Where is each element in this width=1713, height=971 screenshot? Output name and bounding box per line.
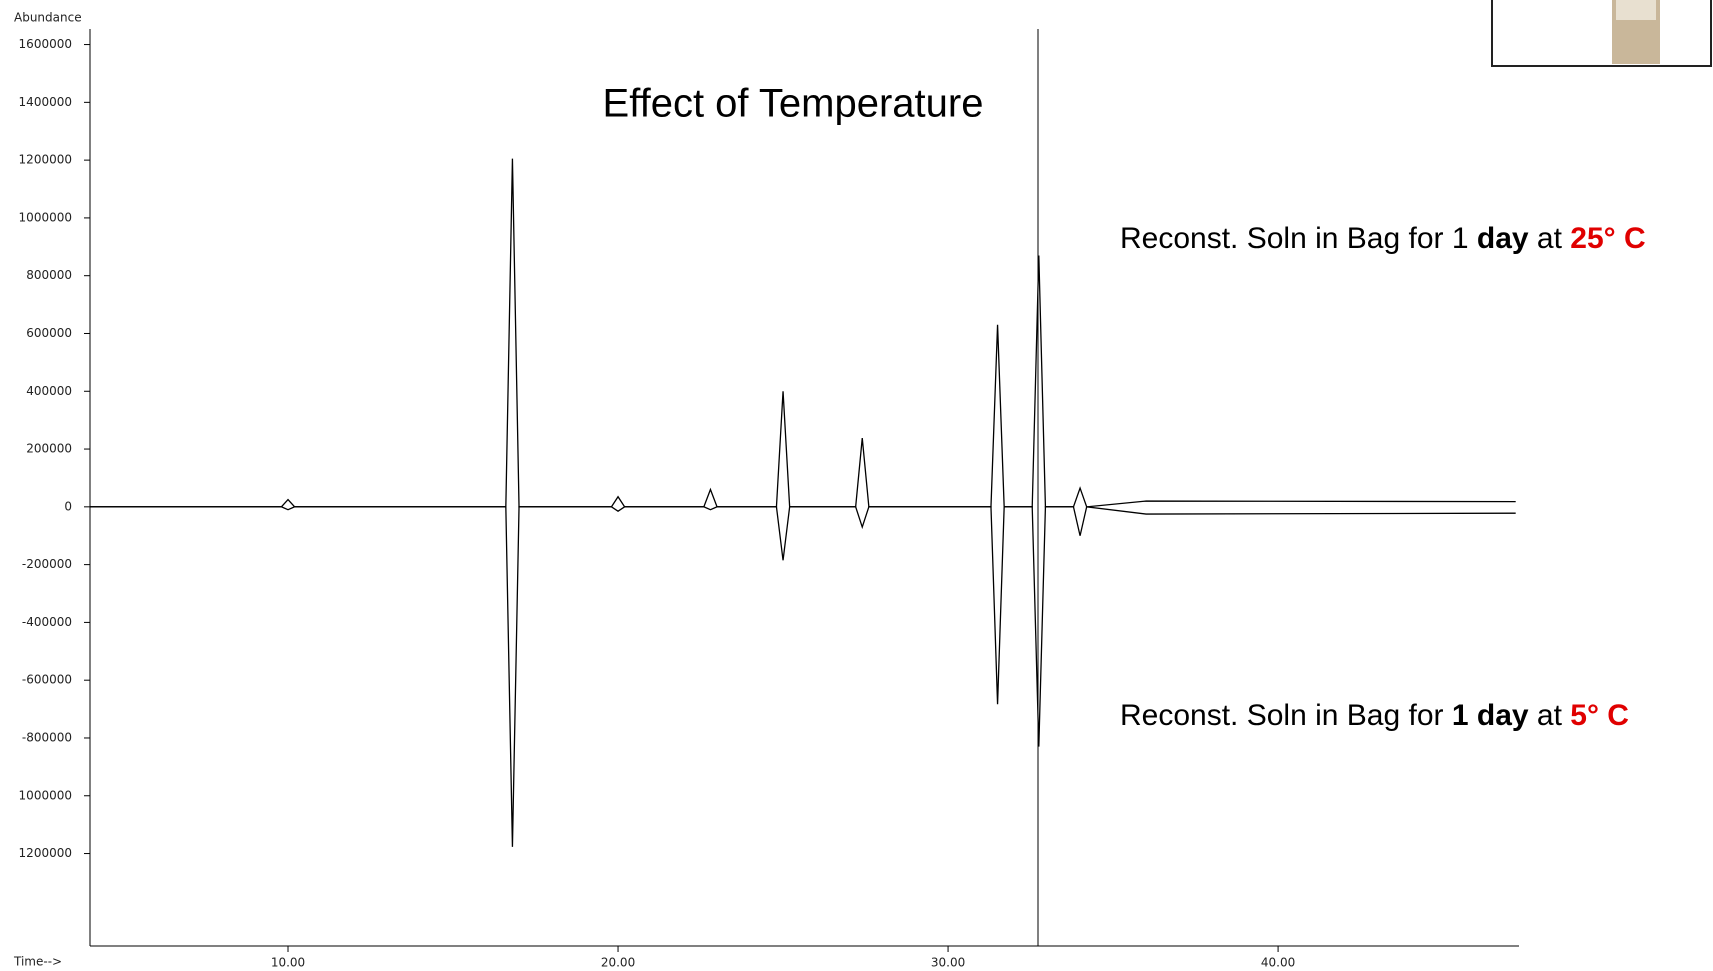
- series-line: [90, 506, 1516, 847]
- y-axis-label: Abundance: [14, 11, 82, 25]
- annotation-part: 1 day: [1452, 699, 1529, 732]
- y-tick-label: -200000: [22, 557, 72, 571]
- series-line: [90, 158, 1516, 508]
- y-tick-label: -600000: [22, 673, 72, 687]
- annotation-part: day: [1477, 222, 1529, 255]
- y-tick-label: -400000: [22, 615, 72, 629]
- chart-title: Effect of Temperature: [603, 82, 984, 126]
- annotation-part: Reconst. Soln in Bag for 1: [1120, 222, 1477, 255]
- annotation-part: 25° C: [1570, 222, 1645, 255]
- y-tick-label: 800000: [26, 268, 72, 282]
- y-tick-label: 1200000: [19, 153, 72, 167]
- y-tick-label: 1600000: [19, 37, 72, 51]
- x-tick-label: 20.00: [601, 956, 635, 970]
- x-tick-label: 40.00: [1261, 956, 1295, 970]
- y-tick-label: 600000: [26, 326, 72, 340]
- y-tick-label: 1000000: [19, 788, 72, 802]
- y-tick-label: -800000: [22, 730, 72, 744]
- y-tick-label: 200000: [26, 442, 72, 456]
- annotation-part: Reconst. Soln in Bag for: [1120, 699, 1452, 732]
- annotation-part: 5° C: [1570, 699, 1629, 732]
- y-tick-label: 0: [64, 499, 72, 513]
- y-tick-label: 1200000: [19, 846, 72, 860]
- annotation-part: at: [1529, 222, 1571, 255]
- y-tick-label: 1400000: [19, 95, 72, 109]
- y-tick-label: 1000000: [19, 210, 72, 224]
- webcam-thumbnail: [1491, 0, 1712, 67]
- annotation: Reconst. Soln in Bag for 1 day at 25° C: [1120, 222, 1646, 255]
- y-tick-label: 400000: [26, 384, 72, 398]
- x-tick-label: 10.00: [271, 956, 305, 970]
- annotation-part: at: [1529, 699, 1571, 732]
- annotation: Reconst. Soln in Bag for 1 day at 5° C: [1120, 699, 1629, 732]
- x-axis-label: Time-->: [13, 955, 62, 969]
- x-tick-label: 30.00: [931, 956, 965, 970]
